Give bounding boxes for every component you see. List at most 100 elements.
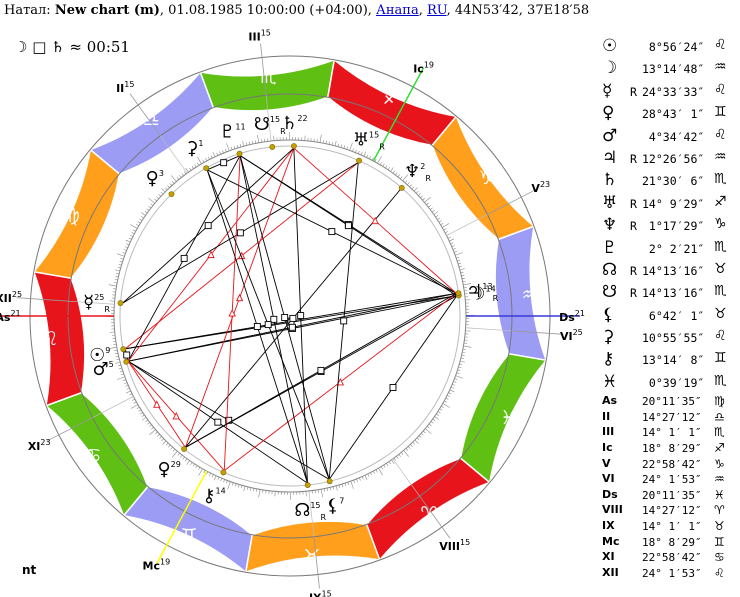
degree-tick	[418, 193, 421, 196]
degree-tick	[374, 159, 377, 162]
retrograde-flag: R	[630, 263, 637, 278]
planet-marker	[236, 150, 243, 157]
planet-degree: 1°17′29″	[642, 219, 705, 234]
house-label-degree: 25	[573, 328, 583, 337]
degree-tick	[182, 456, 185, 460]
lilith-icon: ⚸7	[326, 496, 344, 517]
planet-glyph-icon: ♓	[602, 371, 618, 392]
degree-tick	[405, 448, 409, 451]
zodiac-sign-icon: ♌	[714, 126, 727, 143]
house-cusp-line	[313, 536, 320, 589]
house-cusp-label: Mc19	[143, 557, 171, 572]
planet-marker	[123, 358, 130, 365]
degree-tick	[165, 187, 168, 191]
degree-tick	[407, 182, 410, 186]
planet-degree: 15	[270, 115, 280, 124]
degree-tick	[133, 401, 137, 404]
cusp-degree: 24° 1′53″	[642, 473, 702, 487]
degree-tick	[155, 431, 158, 435]
degree-tick	[344, 483, 347, 487]
degree-tick	[366, 154, 369, 158]
planet-degree: 14°13′16″	[642, 263, 705, 278]
degree-tick	[124, 246, 128, 249]
sign-glyph: ♉	[303, 546, 320, 568]
degree-tick	[192, 463, 195, 467]
degree-tick	[388, 461, 391, 465]
city-link[interactable]: Анапа	[376, 3, 419, 18]
house-cusp-label: VI25	[560, 328, 583, 343]
retrograde-mark: R	[379, 143, 385, 152]
square-aspect-mark	[389, 384, 397, 391]
house-cusp-label: II15	[116, 80, 134, 95]
degree-tick	[116, 253, 125, 257]
sign-glyph: ♑	[478, 167, 495, 189]
sign-glyph: ♋	[85, 445, 102, 467]
cusp-degree: 14° 1′ 1″	[642, 520, 702, 533]
ceres-icon: ⚳1	[185, 138, 203, 159]
degree-tick	[236, 144, 239, 148]
position-row: ♃ R 12°26′56″ ♒	[600, 148, 738, 170]
chiron-icon: ⚷14	[202, 486, 225, 507]
degree-tick	[130, 404, 139, 409]
degree-tick	[369, 156, 371, 160]
position-row: XI 22°58′42″ ♋	[600, 550, 738, 566]
position-row: Ds 20°11′35″ ♓	[600, 488, 738, 504]
degree-tick	[378, 467, 383, 476]
house-cusp-line	[46, 417, 93, 442]
retrograde-flag: R	[630, 84, 637, 99]
degree-tick	[436, 413, 439, 416]
degree-tick	[449, 238, 454, 242]
degree-tick	[191, 166, 194, 169]
degree-tick	[158, 194, 162, 197]
position-row: VIII 14°27′12″ ♈	[600, 503, 738, 519]
house-cusp-line	[419, 495, 451, 539]
degree-tick	[444, 231, 448, 234]
house-cusp-line	[487, 190, 534, 215]
planet-glyph-icon: ☊	[602, 259, 618, 280]
degree-tick	[415, 191, 419, 194]
degree-tick	[455, 375, 464, 379]
degree-tick	[145, 419, 149, 422]
degree-tick	[457, 259, 461, 262]
degree-tick	[126, 390, 131, 394]
planet-degree: 3	[159, 169, 164, 178]
degree-tick	[420, 433, 424, 436]
degree-tick	[411, 186, 415, 190]
house-cusp-label: V23	[531, 180, 550, 195]
degree-tick	[154, 198, 157, 202]
zodiac-sign-icon: ♊	[714, 104, 727, 121]
planet-glyph: ⚸	[326, 496, 339, 517]
degree-tick	[331, 142, 334, 146]
degree-tick	[212, 152, 216, 157]
degree-tick	[197, 162, 200, 166]
house-cusp-label: III15	[248, 29, 270, 44]
degree-tick	[434, 416, 439, 420]
degree-tick	[409, 184, 412, 188]
degree-tick	[452, 383, 456, 386]
degree-tick	[251, 140, 254, 145]
degree-tick	[114, 282, 118, 284]
country-link[interactable]: RU	[427, 3, 447, 18]
position-row: ♆ R 1°17′29″ ♑	[600, 215, 738, 237]
degree-tick	[425, 428, 432, 435]
position-row: II 14°27′12″ ♎	[600, 410, 738, 426]
square-aspect-mark	[214, 418, 222, 426]
degree-tick	[170, 446, 173, 450]
degree-tick	[190, 462, 193, 465]
planet-glyph-icon: ♆	[602, 215, 618, 236]
square-aspect-mark	[328, 228, 336, 236]
degree-tick	[122, 379, 127, 381]
degree-tick	[253, 488, 255, 492]
degree-tick	[167, 185, 170, 188]
degree-tick	[453, 251, 458, 253]
degree-tick	[442, 403, 450, 408]
position-row: XII 24° 1′53″ ♌	[600, 566, 738, 582]
degree-tick	[234, 483, 237, 487]
house-label-text: IX	[309, 591, 322, 597]
position-row: ⚸ 6°42′ 1″ ♉	[600, 305, 738, 327]
position-row: ⚷ 13°14′ 8″ ♊	[600, 349, 738, 371]
zodiac-sign-icon: ♏	[714, 283, 727, 300]
cusp-label: IX	[602, 519, 615, 532]
house-label-degree: 15	[124, 80, 134, 89]
position-row: ♄ 21°30′ 6″ ♏	[600, 170, 738, 192]
